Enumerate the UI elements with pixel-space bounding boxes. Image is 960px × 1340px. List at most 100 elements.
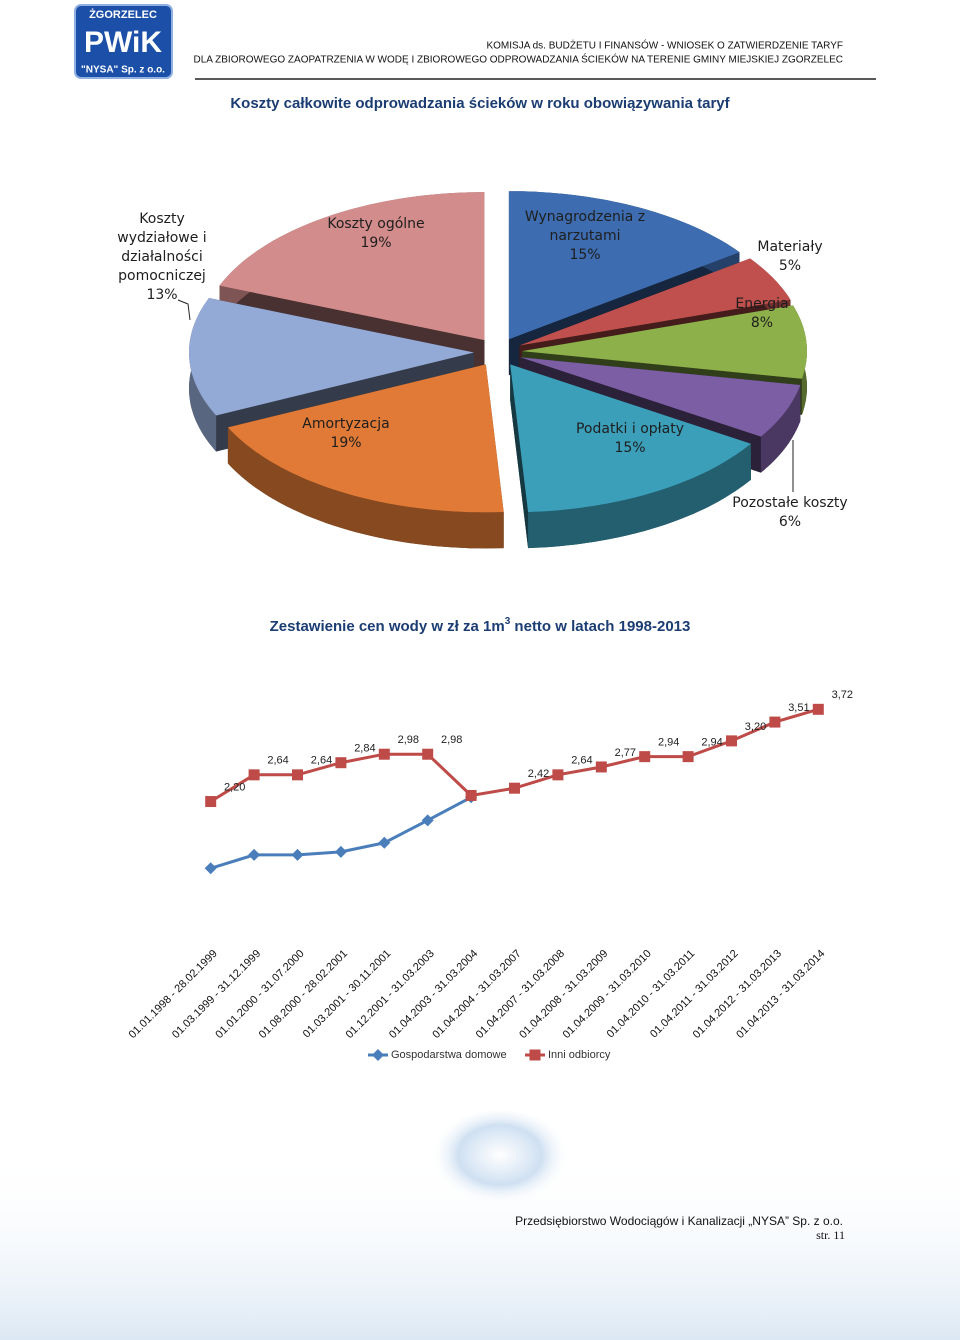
slice-name: Podatki i opłaty — [575, 421, 685, 437]
x-tick-label: 01.04.2009 - 31.03.2010 — [561, 948, 654, 1041]
pie-label: Koszty ogólne 19% — [311, 215, 441, 253]
x-tick-label: 01.04.2012 - 31.03.2013 — [691, 948, 784, 1041]
x-tick-label: 01.12.2001 - 31.03.2003 — [344, 948, 437, 1041]
x-tick-label: 01.04.2008 - 31.03.2009 — [517, 948, 610, 1041]
slice-side — [760, 385, 801, 473]
marker — [682, 751, 694, 763]
marker — [639, 751, 651, 763]
slice-side — [227, 427, 504, 549]
slice-percent: 13% — [146, 287, 178, 303]
marker — [292, 769, 303, 781]
x-tick-label: 01.08.2000 - 28.02.2001 — [257, 948, 350, 1041]
legend-label: Gospodarstwa domowe — [391, 1049, 507, 1061]
slice-name: Amortyzacja — [302, 416, 390, 432]
data-label: 2,64 — [267, 755, 288, 767]
data-label: 3,51 — [788, 702, 809, 714]
slice-percent: 15% — [569, 247, 601, 263]
header-line: KOMISJA ds. BUDŻETU I FINANSÓW - WNIOSEK… — [486, 39, 843, 52]
slice — [520, 357, 801, 437]
marker — [552, 769, 564, 781]
slice-side — [528, 443, 751, 549]
data-label: 3,20 — [745, 721, 766, 733]
slice-percent: 5% — [778, 258, 802, 274]
slice — [227, 364, 504, 513]
data-label: 2,64 — [311, 755, 332, 767]
x-tick-label: 01.03.2001 - 30.11.2001 — [301, 948, 394, 1041]
marker — [378, 748, 390, 760]
data-label: 2,77 — [615, 747, 636, 759]
slice-name: Koszty wydziałowe i działalności pomocni… — [117, 211, 207, 284]
slice-percent: 19% — [360, 235, 392, 251]
marker — [769, 716, 781, 728]
marker — [422, 748, 434, 760]
data-label: 2,98 — [441, 734, 462, 746]
chart-title: Koszty całkowite odprowadzania ścieków w… — [230, 95, 730, 112]
marker — [378, 836, 391, 849]
logo-bottom: "NYSA" Sp. z o.o. — [81, 65, 165, 76]
marker — [205, 796, 217, 808]
x-tick-label: 01.04.2007 - 31.03.2008 — [474, 948, 567, 1041]
slice-percent: 15% — [614, 440, 646, 456]
header-line: DLA ZBIOROWEGO ZAOPATRZENIA W WODĘ I ZBI… — [193, 53, 843, 66]
pie-label: Materiały 5% — [745, 238, 835, 276]
x-tick-label: 01.01.1998 - 28.02.1999 — [127, 948, 220, 1041]
marker — [334, 845, 347, 858]
legend-label: Inni odbiorcy — [548, 1049, 611, 1061]
slice — [189, 298, 474, 416]
data-label: 2,94 — [701, 737, 722, 749]
data-label: 3,72 — [832, 689, 853, 701]
marker — [465, 789, 477, 801]
x-tick-label: 01.04.2011 - 31.03.2012 — [648, 948, 741, 1041]
slice-name: Pozostałe koszty — [732, 495, 848, 511]
marker — [335, 757, 347, 769]
marker — [291, 848, 304, 861]
slice-percent: 8% — [750, 315, 774, 331]
slice-side — [510, 364, 529, 549]
marker — [529, 1049, 541, 1061]
slice — [522, 305, 807, 379]
logo-box — [74, 4, 173, 79]
chart-title: Zestawienie cen wody w zł za 1m3 netto w… — [270, 616, 691, 635]
logo-top: ŻGORZELEC — [89, 8, 157, 21]
title-sup: 3 — [505, 616, 511, 627]
slice-name: Energia — [735, 296, 789, 312]
pie-chart — [189, 191, 807, 549]
x-tick-label: 01.04.2003 - 31.03.2004 — [387, 948, 480, 1041]
slice-percent: 6% — [778, 514, 802, 530]
data-label: 2,64 — [571, 755, 592, 767]
pie-label: Pozostałe koszty 6% — [725, 494, 855, 532]
x-tick-label: 01.04.2004 - 31.03.2007 — [430, 948, 523, 1041]
data-label: 2,98 — [398, 734, 419, 746]
marker — [372, 1049, 384, 1061]
slice — [519, 258, 791, 346]
title-part: netto w latach 1998-2013 — [510, 618, 690, 635]
pie-label: Koszty wydziałowe i działalności pomocni… — [112, 210, 212, 305]
logo-main: PWiK — [84, 26, 162, 59]
marker — [421, 814, 434, 827]
marker — [812, 703, 824, 715]
x-tick-label: 01.04.2010 - 31.03.2011 — [605, 948, 698, 1041]
data-label: 2,94 — [658, 737, 679, 749]
slice — [508, 191, 740, 340]
data-label: 2,42 — [528, 768, 549, 780]
x-tick-label: 01.04.2013 - 31.03.2014 — [734, 948, 827, 1041]
pie-label: Wynagrodzenia z narzutami 15% — [520, 208, 650, 265]
marker — [726, 735, 737, 747]
footer-page: str. 11 — [816, 1228, 845, 1242]
pie-label: Amortyzacja 19% — [281, 415, 411, 453]
title-part: Zestawienie cen wody w zł za 1m — [270, 618, 505, 635]
water-drop — [430, 1110, 570, 1210]
slice-percent: 19% — [330, 435, 362, 451]
slice — [510, 364, 751, 513]
x-tick-label: 01.01.2000 - 31.07.2000 — [213, 948, 306, 1041]
slice — [219, 192, 485, 341]
data-label: 2,20 — [224, 781, 245, 793]
marker — [248, 848, 261, 861]
marker — [204, 862, 217, 875]
slice-name: Koszty ogólne — [327, 216, 425, 232]
slice-name: Wynagrodzenia z narzutami — [524, 209, 646, 244]
pie-label: Energia 8% — [717, 295, 807, 333]
marker — [595, 761, 607, 773]
